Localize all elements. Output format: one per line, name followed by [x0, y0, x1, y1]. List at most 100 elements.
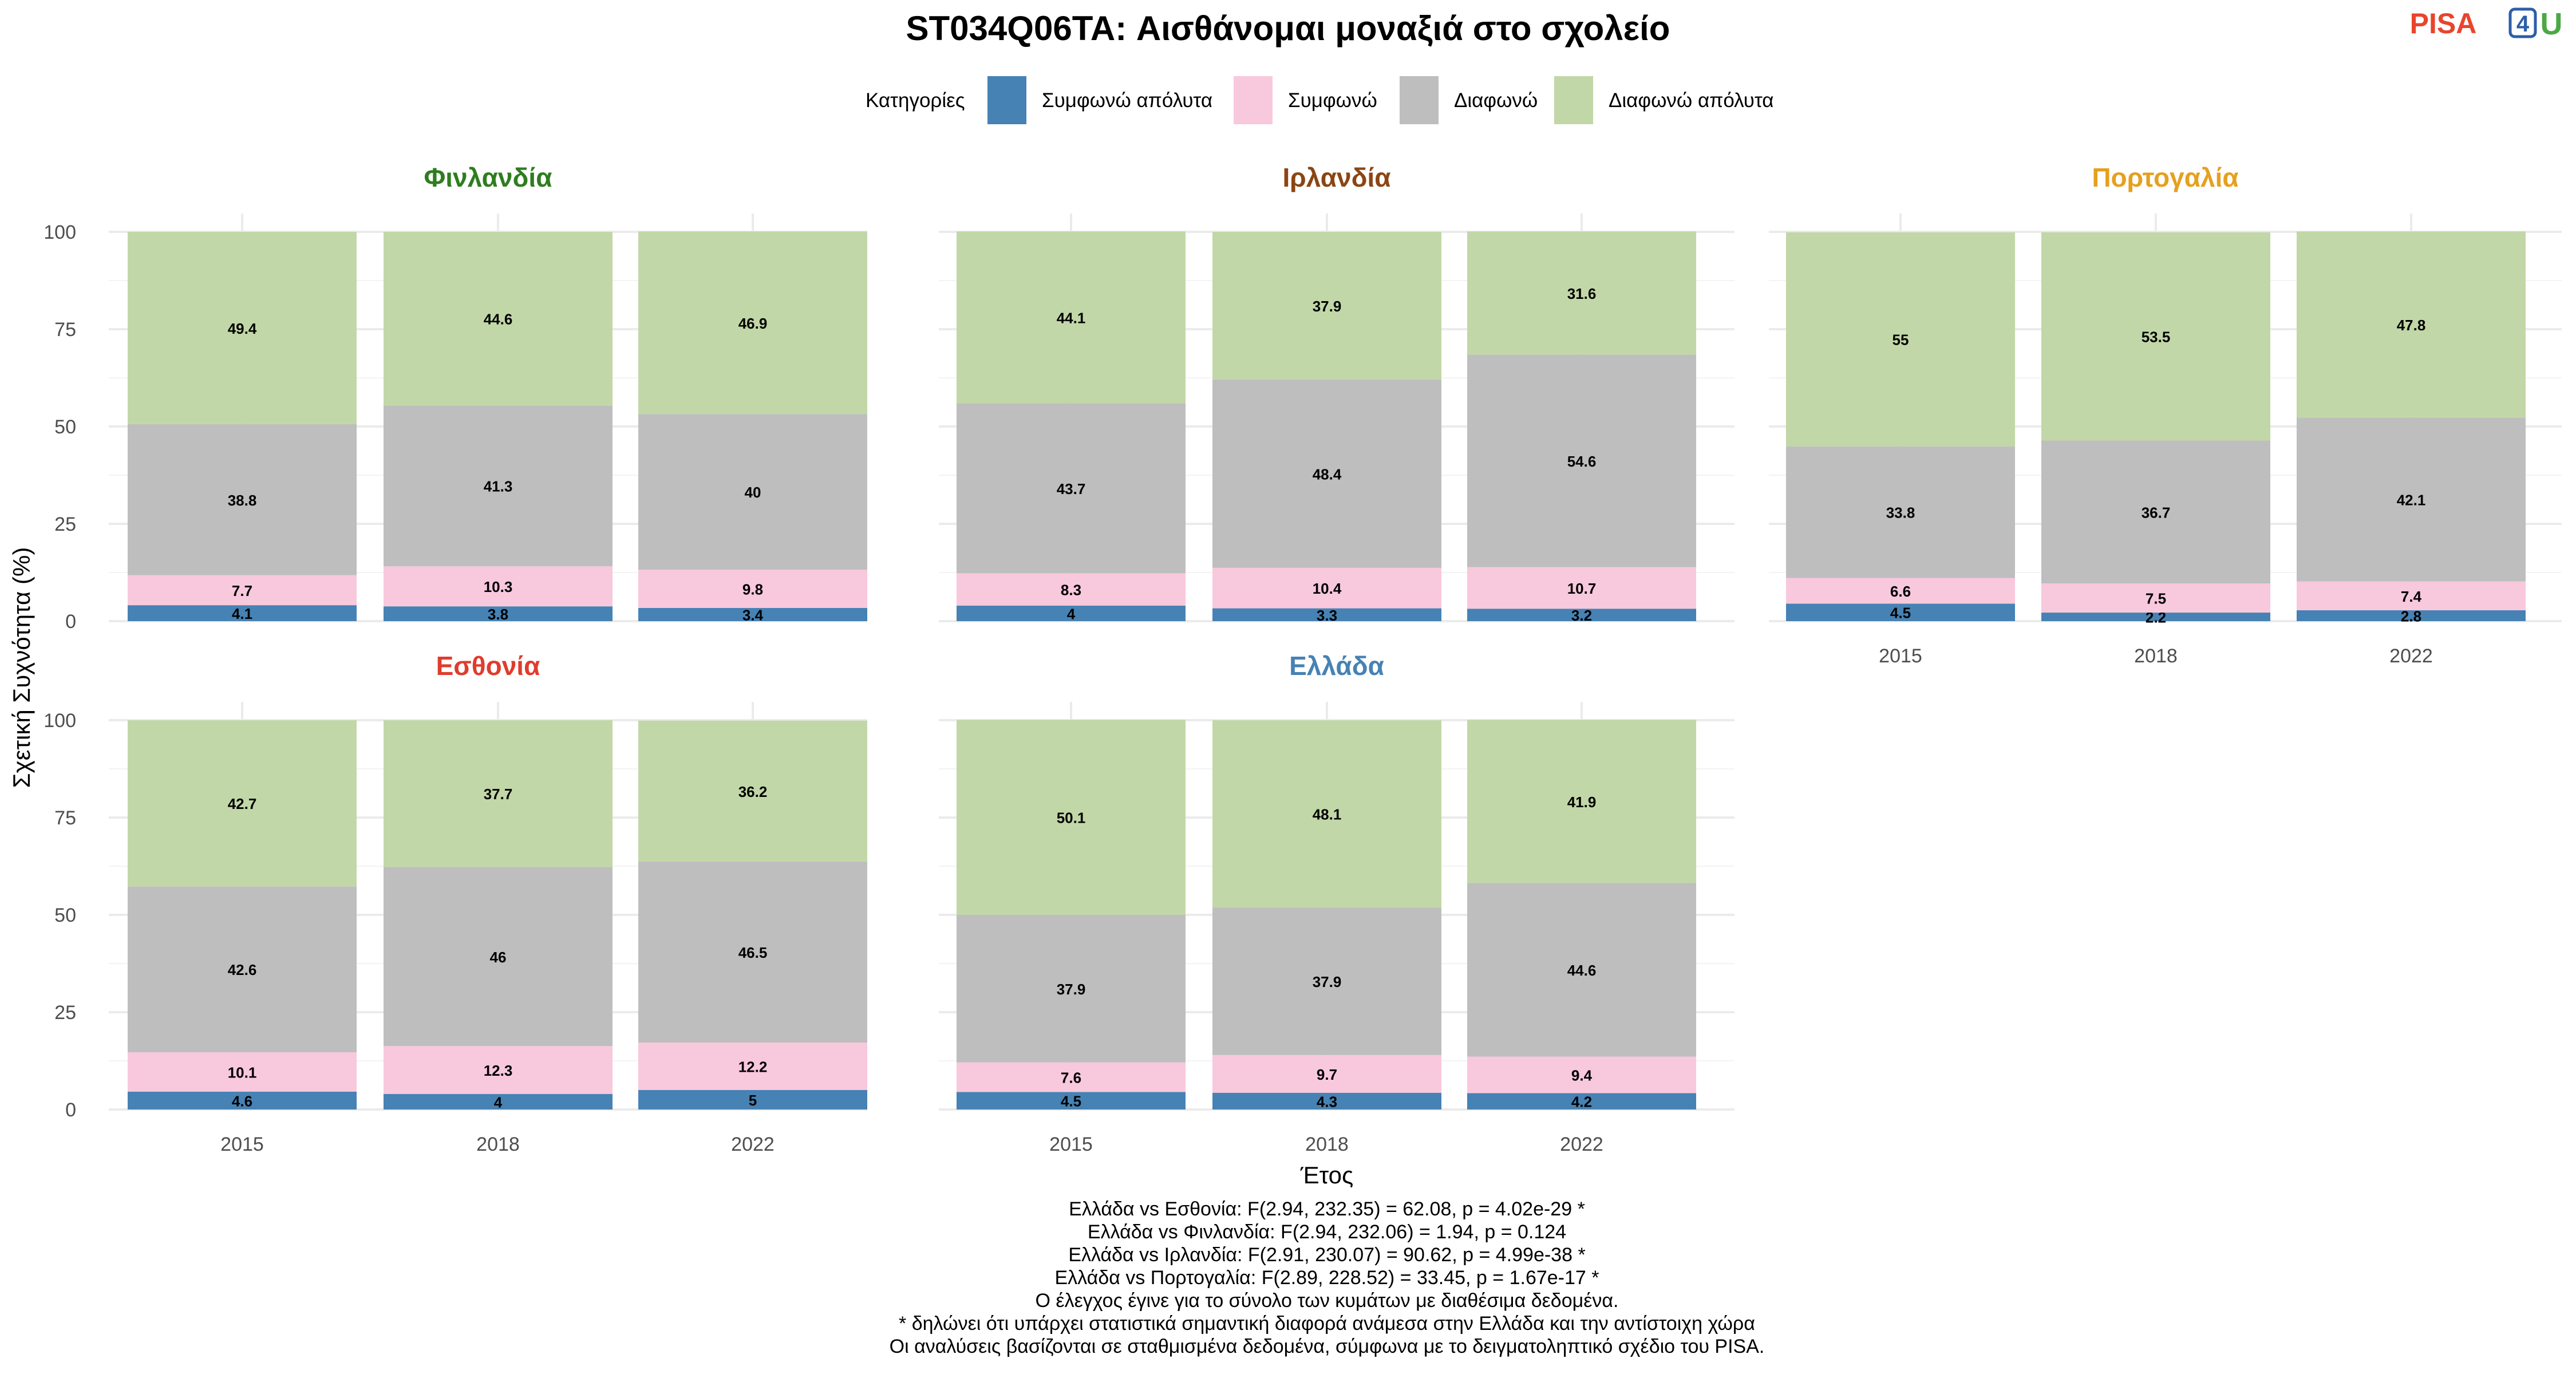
bar-value-label: 4.2 — [1571, 1093, 1592, 1111]
bar-segment-0 — [1467, 1093, 1696, 1110]
logo-number: 4 — [2516, 11, 2530, 37]
bar-value-label: 10.4 — [1313, 580, 1342, 597]
legend-label-1: Συμφωνώ — [1288, 89, 1377, 112]
bar-segment-2 — [638, 414, 867, 570]
bar-segment-2 — [957, 403, 1186, 574]
bar-segment-0 — [128, 1091, 357, 1110]
bar-segment-2 — [128, 886, 357, 1053]
facet-title-0: Φινλανδία — [424, 163, 552, 192]
bar-segment-1 — [2041, 583, 2270, 613]
bar-value-label: 7.6 — [1061, 1069, 1081, 1087]
facet-title-4: Ελλάδα — [1289, 651, 1384, 681]
bar-segment-1 — [384, 1046, 613, 1094]
bar-value-label: 12.2 — [738, 1059, 768, 1076]
bar-value-label: 46.5 — [738, 944, 768, 961]
legend-label-2: Διαφωνώ — [1454, 89, 1538, 112]
bar-value-label: 31.6 — [1567, 285, 1597, 302]
legend-label-3: Διαφωνώ απόλυτα — [1609, 89, 1774, 112]
y-tick-label: 75 — [54, 319, 76, 341]
bar-value-label: 44.6 — [1567, 962, 1597, 979]
bar-segment-3 — [128, 720, 357, 887]
bar-value-label: 43.7 — [1057, 480, 1086, 498]
bar-value-label: 46 — [490, 949, 507, 966]
bar-segment-0 — [1467, 609, 1696, 621]
bar-segment-2 — [1212, 907, 1441, 1055]
bar-segment-0 — [638, 607, 867, 621]
bar-value-label: 2.8 — [2401, 607, 2421, 625]
bar-value-label: 4 — [1067, 605, 1076, 622]
legend-swatch-1 — [1234, 76, 1273, 124]
bar-segment-1 — [2297, 581, 2526, 610]
bar-segment-3 — [1212, 720, 1441, 908]
bar-value-label: 3.4 — [742, 606, 764, 623]
y-tick-label: 0 — [65, 611, 76, 633]
bar-value-label: 36.7 — [2142, 504, 2171, 521]
bar-value-label: 8.3 — [1061, 582, 1081, 599]
bar-value-label: 3.3 — [1317, 607, 1337, 624]
x-tick-label: 2015 — [1049, 1134, 1093, 1155]
x-tick-label: 2022 — [2389, 645, 2433, 667]
bar-value-label: 10.7 — [1567, 580, 1597, 597]
bar-segment-2 — [638, 861, 867, 1043]
bar-segment-2 — [128, 424, 357, 575]
x-tick-label: 2022 — [731, 1134, 775, 1155]
bar-segment-3 — [2297, 231, 2526, 418]
caption-line-1: Ελλάδα vs Φινλανδία: F(2.94, 232.06) = 1… — [1088, 1221, 1566, 1243]
x-axis-title: Έτος — [1300, 1162, 1354, 1189]
bar-segment-1 — [128, 1052, 357, 1092]
bar-value-label: 7.7 — [232, 582, 252, 599]
bar-segment-0 — [638, 1090, 867, 1110]
bar-segment-3 — [1467, 231, 1696, 355]
logo-end-letter: U — [2541, 7, 2563, 41]
caption-line-6: Οι αναλύσεις βασίζονται σε σταθμισμένα δ… — [890, 1336, 1765, 1357]
bar-segment-2 — [1467, 354, 1696, 567]
bar-value-label: 37.7 — [484, 785, 513, 803]
bar-segment-0 — [957, 605, 1186, 621]
bar-value-label: 49.4 — [228, 320, 257, 337]
bar-value-label: 6.6 — [1890, 583, 1911, 600]
bar-segment-2 — [1467, 883, 1696, 1057]
bar-segment-0 — [1786, 603, 2015, 621]
bar-segment-3 — [2041, 232, 2270, 441]
bar-segment-3 — [638, 720, 867, 862]
bar-segment-0 — [384, 1093, 613, 1110]
bar-value-label: 12.3 — [484, 1062, 513, 1079]
bar-value-label: 4 — [494, 1093, 503, 1111]
bar-value-label: 4.3 — [1317, 1093, 1337, 1110]
caption-line-4: Ο έλεγχος έγινε για το σύνολο των κυμάτω… — [1036, 1290, 1619, 1312]
bar-segment-0 — [957, 1092, 1186, 1110]
legend-swatch-3 — [1554, 76, 1593, 124]
bar-value-label: 7.4 — [2401, 588, 2422, 605]
bar-segment-2 — [384, 867, 613, 1047]
bar-segment-1 — [638, 1043, 867, 1090]
bar-segment-0 — [2297, 610, 2526, 621]
x-tick-label: 2015 — [1879, 645, 1922, 667]
bar-segment-3 — [384, 720, 613, 867]
pisa4u-logo: PISA 4 U — [2410, 7, 2563, 41]
caption: Ελλάδα vs Εσθονία: F(2.94, 232.35) = 62.… — [890, 1198, 1765, 1357]
bar-segment-0 — [384, 606, 613, 621]
legend-label-0: Συμφωνώ απόλυτα — [1042, 89, 1212, 112]
y-tick-label: 25 — [54, 1002, 76, 1024]
facet-panels: Φινλανδία02550751004.17.738.849.43.810.3… — [44, 163, 2562, 1155]
bar-value-label: 37.9 — [1057, 981, 1086, 998]
bar-segment-3 — [1212, 232, 1441, 380]
bar-value-label: 42.1 — [2397, 492, 2426, 509]
bar-segment-1 — [384, 566, 613, 607]
y-tick-label: 25 — [54, 514, 76, 535]
bar-value-label: 38.8 — [228, 492, 257, 509]
bar-segment-1 — [1212, 567, 1441, 609]
bar-value-label: 46.9 — [738, 315, 768, 332]
bar-segment-3 — [1467, 720, 1696, 883]
facet-1: Ιρλανδία 4 8.3 43.7 44.1 3.3 10.4 48.4 37.9 3.2 10… — [939, 163, 1735, 624]
bar-value-label: 9.7 — [1317, 1066, 1337, 1083]
bar-segment-1 — [1467, 567, 1696, 609]
legend: Κατηγορίες Συμφωνώ απόλυτα Συμφωνώ Διαφωνώ… — [866, 76, 1774, 124]
bar-segment-2 — [1212, 379, 1441, 568]
facet-title-2: Πορτογαλία — [2092, 163, 2238, 192]
bar-value-label: 42.7 — [228, 795, 257, 812]
legend-swatch-0 — [987, 76, 1026, 124]
bar-value-label: 3.8 — [488, 606, 508, 623]
